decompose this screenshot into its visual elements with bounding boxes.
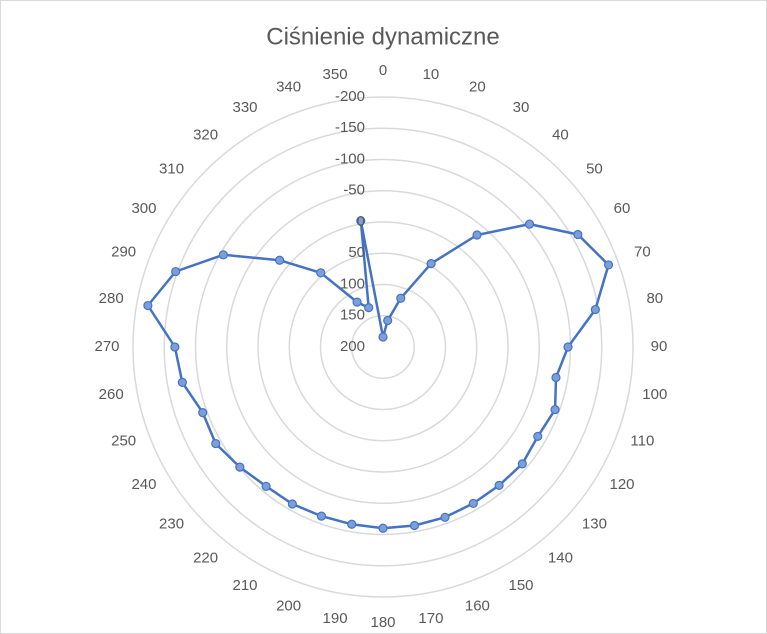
- angle-label: 100: [642, 386, 667, 403]
- data-point: [603, 260, 614, 270]
- chart-title: Ciśnienie dynamiczne: [266, 23, 499, 50]
- data-point: [524, 219, 535, 229]
- data-point: [347, 519, 357, 529]
- angle-label: 50: [586, 161, 603, 178]
- data-point: [517, 459, 527, 469]
- radial-tick-label: 0: [357, 213, 365, 230]
- radial-tick-label: 150: [340, 307, 365, 324]
- angle-label: 120: [610, 476, 635, 493]
- angle-label: 0: [379, 62, 387, 79]
- radial-tick-label: 50: [348, 244, 365, 261]
- data-point: [468, 498, 478, 509]
- radial-tick-label: -50: [343, 182, 365, 199]
- data-point: [316, 268, 326, 278]
- radial-tick-label: 100: [340, 275, 365, 292]
- data-point: [494, 480, 504, 490]
- data-point: [396, 293, 406, 303]
- radial-tick-label: -150: [335, 119, 365, 136]
- data-point: [426, 259, 436, 269]
- grid-ring: [351, 315, 415, 379]
- angle-label: 80: [646, 290, 663, 307]
- data-point: [287, 499, 297, 509]
- angle-label: 180: [370, 614, 395, 631]
- angle-label: 160: [465, 597, 490, 614]
- data-point: [378, 523, 388, 533]
- data-point: [378, 332, 388, 342]
- angle-label: 340: [276, 79, 301, 96]
- data-point: [143, 300, 153, 311]
- angle-label: 250: [111, 432, 136, 449]
- data-point: [274, 255, 285, 265]
- data-point: [440, 512, 450, 522]
- grid-ring: [319, 283, 447, 411]
- angle-label: 110: [630, 432, 654, 449]
- angle-label: 220: [193, 549, 218, 566]
- data-point: [551, 372, 561, 383]
- grid-ring: [163, 127, 603, 567]
- angle-label: 20: [469, 79, 486, 96]
- angle-label: 140: [548, 549, 573, 566]
- grid-ring: [288, 252, 478, 442]
- grid-ring: [257, 221, 509, 473]
- angle-label: 330: [232, 99, 257, 116]
- radial-tick-label: -200: [335, 88, 365, 105]
- data-point: [352, 297, 362, 307]
- data-point: [472, 230, 482, 240]
- data-point: [409, 520, 420, 531]
- data-point: [383, 315, 393, 326]
- angle-label: 270: [94, 338, 119, 355]
- angle-label: 150: [508, 577, 533, 594]
- data-point: [573, 229, 583, 240]
- radial-tick-label: 200: [340, 338, 365, 355]
- data-point: [563, 342, 573, 352]
- data-point: [170, 342, 180, 352]
- data-point: [590, 304, 600, 315]
- angle-label: 200: [276, 597, 301, 614]
- angle-label: 240: [131, 476, 156, 493]
- data-point: [211, 438, 221, 449]
- angle-label: 130: [582, 515, 607, 532]
- data-point: [316, 511, 327, 521]
- angle-label: 320: [193, 127, 218, 144]
- angle-label: 280: [99, 290, 124, 307]
- data-point: [356, 216, 366, 226]
- radial-tick-label: -100: [335, 150, 365, 167]
- angle-label: 190: [323, 610, 348, 627]
- data-point: [218, 250, 228, 260]
- angle-label: 170: [418, 610, 443, 627]
- data-point: [177, 377, 187, 387]
- data-point: [364, 303, 374, 313]
- angle-label: 230: [159, 515, 184, 532]
- grid-ring: [132, 96, 634, 598]
- grid-ring: [226, 190, 540, 504]
- angle-label: 90: [651, 338, 668, 355]
- angle-label: 30: [513, 99, 530, 116]
- angle-label: 350: [323, 66, 348, 83]
- data-point: [198, 408, 208, 418]
- angle-label: 210: [232, 577, 257, 594]
- angle-label: 70: [634, 244, 651, 261]
- angle-label: 290: [111, 244, 136, 261]
- angle-label: 40: [552, 127, 569, 144]
- angle-label: 10: [423, 66, 440, 83]
- angle-label: 300: [131, 200, 156, 217]
- data-point: [171, 266, 181, 277]
- data-point: [235, 462, 245, 472]
- data-point: [550, 405, 560, 415]
- angle-label: 60: [614, 200, 631, 217]
- angle-label: 260: [99, 386, 124, 403]
- angle-label: 310: [159, 161, 184, 178]
- data-point: [261, 481, 271, 491]
- data-point: [533, 431, 543, 441]
